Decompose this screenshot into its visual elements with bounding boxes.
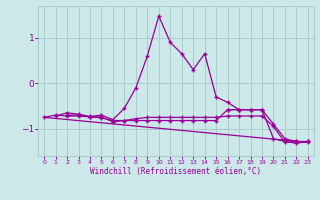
X-axis label: Windchill (Refroidissement éolien,°C): Windchill (Refroidissement éolien,°C): [91, 167, 261, 176]
